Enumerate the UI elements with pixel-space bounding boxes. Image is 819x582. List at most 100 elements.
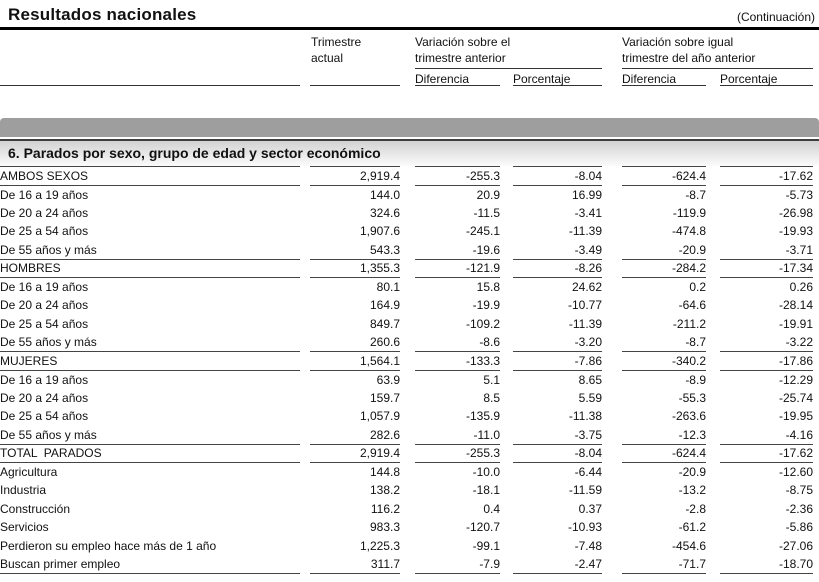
column-gap <box>300 463 310 482</box>
row-label: De 55 años y más <box>0 335 97 349</box>
column-gap <box>500 407 513 426</box>
row-value: -19.9 <box>472 298 500 313</box>
row-value: -6.44 <box>574 465 602 479</box>
column-gap <box>500 481 513 500</box>
title-row: Resultados nacionales (Continuación) <box>0 0 819 27</box>
row-value: 1,225.3 <box>359 538 400 553</box>
table-row: De 16 a 19 años 63.9 5.1 8.65 -8.9 -12.29 <box>0 370 813 389</box>
row-value: -3.41 <box>574 205 602 220</box>
column-gap <box>300 444 310 463</box>
row-value: -120.7 <box>465 520 500 535</box>
row-value: -10.77 <box>567 298 602 313</box>
row-value: -20.9 <box>678 465 706 479</box>
row-value: 164.9 <box>369 298 400 313</box>
column-gap <box>500 555 513 574</box>
row-value: -4.16 <box>785 427 813 442</box>
row-value: -119.9 <box>672 205 706 220</box>
column-gap <box>500 463 513 482</box>
column-gap <box>706 407 720 426</box>
row-value: -12.60 <box>778 465 813 479</box>
table-row: De 25 a 54 años 849.7 -109.2 -11.39 -211.2 -1… <box>0 315 813 334</box>
column-gap <box>500 278 513 297</box>
column-gap <box>706 352 720 371</box>
column-gap <box>300 222 310 241</box>
section-divider-band <box>0 118 819 137</box>
row-value: 282.6 <box>369 427 400 442</box>
row-value: -454.6 <box>671 538 706 553</box>
row-value: -3.71 <box>785 242 813 257</box>
row-value: -8.9 <box>685 372 706 387</box>
column-gap <box>602 518 622 537</box>
row-value: -245.1 <box>465 224 500 239</box>
row-label: De 25 a 54 años <box>0 316 89 331</box>
column-gap <box>500 241 513 260</box>
column-gap <box>300 204 310 223</box>
column-gap <box>706 518 720 537</box>
column-gap <box>400 352 415 371</box>
column-gap <box>300 518 310 537</box>
table-row: De 25 a 54 años 1,057.9 -135.9 -11.38 -263.6… <box>0 407 813 426</box>
row-value: -71.7 <box>622 555 706 574</box>
row-value: -11.39 <box>568 316 602 331</box>
row-value: -109.2 <box>465 316 500 331</box>
column-gap <box>500 333 513 352</box>
table-row: De 55 años y más 543.3 -19.6 -3.49 -20.9 -3.7… <box>0 241 813 260</box>
row-value: 849.7 <box>369 316 400 331</box>
column-gap <box>602 241 622 260</box>
row-label: AMBOS SEXOS <box>0 166 300 186</box>
row-value: 0.26 <box>789 280 813 294</box>
row-value: -13.2 <box>678 483 706 498</box>
column-gap <box>706 167 720 186</box>
column-gap <box>706 444 720 463</box>
row-label: Buscan primer empleo <box>0 555 300 574</box>
column-gap <box>400 426 415 445</box>
row-value: -12.3 <box>678 427 706 442</box>
row-value: -17.62 <box>720 443 813 463</box>
column-gap <box>500 222 513 241</box>
row-value: -25.74 <box>778 390 813 405</box>
column-gap <box>400 333 415 352</box>
table-row: De 16 a 19 años 144.0 20.9 16.99 -8.7 -5.73 <box>0 185 813 204</box>
row-label: Perdieron su empleo hace más de 1 año <box>0 538 217 553</box>
column-gap <box>602 370 622 389</box>
column-gap <box>706 463 720 482</box>
row-value: 260.6 <box>369 335 400 349</box>
row-value: -11.5 <box>473 205 500 220</box>
column-gap <box>400 315 415 334</box>
column-gap <box>706 185 720 204</box>
column-gap <box>602 204 622 223</box>
row-value: -263.6 <box>671 409 706 424</box>
table-body: AMBOS SEXOS 2,919.4 -255.3 -8.04 -624.4 -17.6… <box>0 166 813 574</box>
row-value: 80.1 <box>376 280 400 294</box>
column-gap <box>500 296 513 315</box>
table-row: De 20 a 24 años 159.7 8.5 5.59 -55.3 -25.74 <box>0 389 813 408</box>
row-value: -28.14 <box>778 298 813 313</box>
row-value: 63.9 <box>376 372 400 387</box>
column-gap <box>300 259 310 278</box>
column-gap <box>602 278 622 297</box>
row-label: MUJERES <box>0 351 300 371</box>
row-value: -99.1 <box>472 538 500 553</box>
row-label: Servicios <box>0 520 49 535</box>
column-gap <box>602 481 622 500</box>
column-gap <box>602 555 622 574</box>
column-gap <box>300 500 310 519</box>
row-label: De 55 años y más <box>0 242 97 257</box>
row-value: -8.6 <box>479 335 500 349</box>
column-group-variacion-ano-anterior: Variación sobre igual trimestre del año … <box>622 34 813 69</box>
column-header-porcentaje-1: Porcentaje <box>513 71 602 86</box>
column-gap <box>706 481 720 500</box>
row-value: -284.2 <box>622 258 706 278</box>
row-value: -11.0 <box>473 427 500 442</box>
row-value: -11.59 <box>568 483 602 498</box>
row-value: 1,564.1 <box>310 351 400 371</box>
column-gap <box>300 555 310 574</box>
column-group-variacion-trimestre-anterior: Variación sobre el trimestre anterior <box>415 34 602 69</box>
row-value: -474.8 <box>671 224 706 239</box>
column-gap <box>706 370 720 389</box>
column-gap <box>400 481 415 500</box>
column-gap <box>706 537 720 556</box>
row-value: -8.75 <box>785 483 813 498</box>
column-gap <box>500 426 513 445</box>
row-value: -26.98 <box>778 205 813 220</box>
